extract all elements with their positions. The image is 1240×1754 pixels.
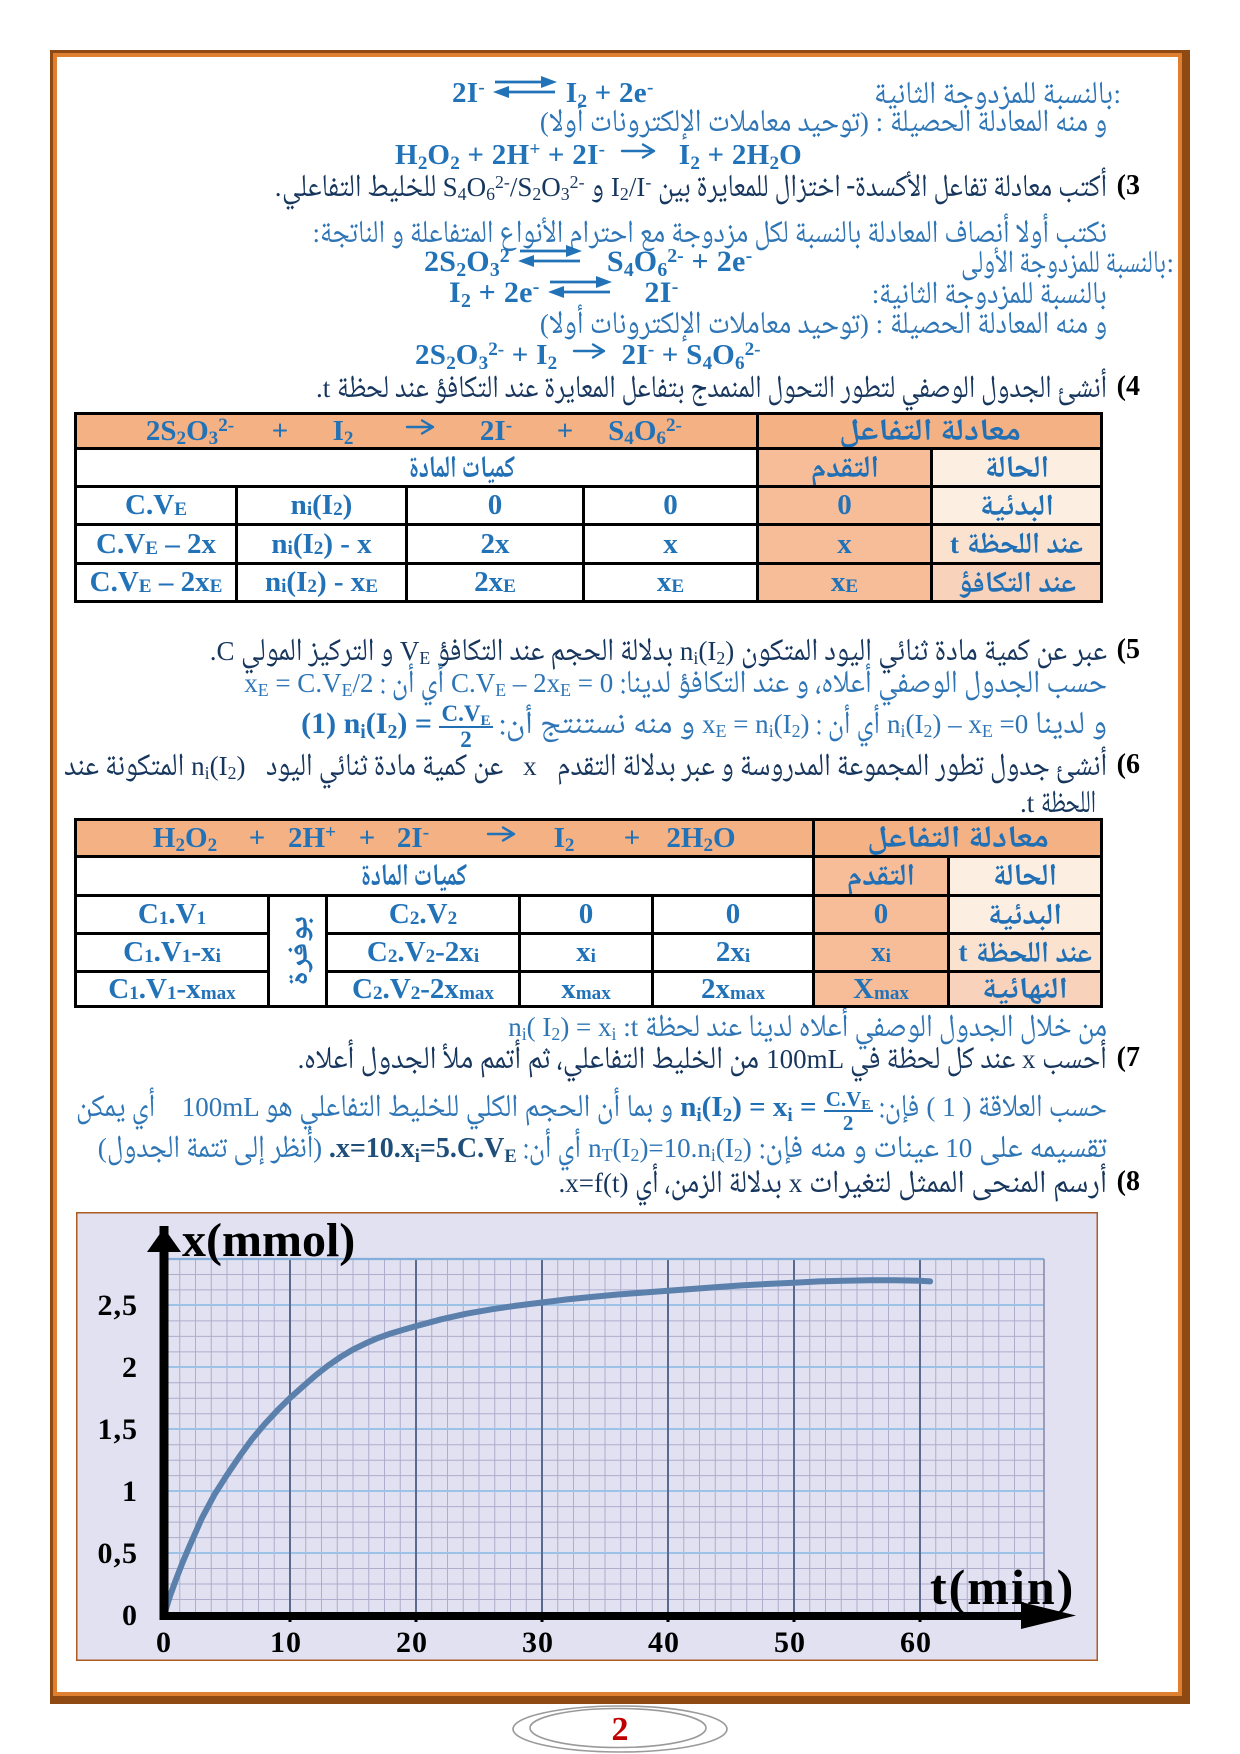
svg-text:2: 2 — [122, 1351, 138, 1384]
svg-text:0: 0 — [122, 1599, 138, 1632]
svg-text:1,5: 1,5 — [98, 1413, 139, 1446]
svg-text:30: 30 — [522, 1626, 554, 1659]
svg-text:10: 10 — [270, 1626, 302, 1659]
svg-text:60: 60 — [900, 1626, 932, 1659]
svg-text:50: 50 — [774, 1626, 806, 1659]
svg-text:2: 2 — [612, 1711, 629, 1748]
svg-text:1: 1 — [122, 1475, 138, 1508]
svg-text:40: 40 — [648, 1626, 680, 1659]
svg-text:20: 20 — [396, 1626, 428, 1659]
svg-text:0,5: 0,5 — [98, 1537, 139, 1570]
svg-text:0: 0 — [156, 1626, 172, 1659]
svg-text:t(min): t(min) — [930, 1559, 1075, 1615]
svg-text:2,5: 2,5 — [98, 1289, 139, 1322]
svg-text:x(mmol): x(mmol) — [182, 1214, 355, 1267]
